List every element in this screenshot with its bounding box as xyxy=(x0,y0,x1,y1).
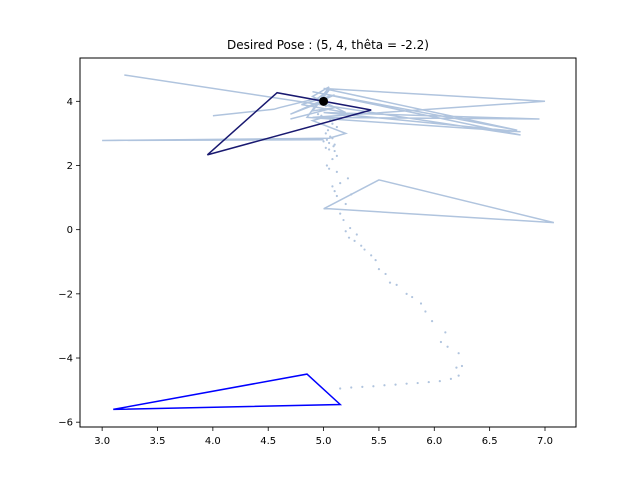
trail-point xyxy=(331,185,334,188)
trail-point xyxy=(335,170,338,174)
trail-point xyxy=(328,167,331,170)
trail-point xyxy=(439,340,443,344)
trail-point xyxy=(335,125,338,129)
x-tick-label: 6.5 xyxy=(482,436,498,447)
y-tick-label: −4 xyxy=(58,354,73,365)
trail-point xyxy=(333,190,336,193)
trail-point xyxy=(339,182,342,185)
trail-point xyxy=(411,295,414,299)
trail-point xyxy=(427,380,430,384)
trail-point xyxy=(374,259,377,262)
trail-point xyxy=(335,194,338,198)
x-tick-label: 5.0 xyxy=(316,436,332,447)
y-tick-label: −2 xyxy=(58,289,73,300)
trail-point xyxy=(333,143,336,146)
trail-point xyxy=(460,364,464,368)
trail-point xyxy=(377,268,381,271)
axes-frame xyxy=(79,57,577,428)
x-tick-label: 7.0 xyxy=(537,436,553,447)
trail-point xyxy=(395,283,398,286)
y-tick-label: 2 xyxy=(67,161,73,172)
trail-point xyxy=(322,140,325,143)
trail-point xyxy=(444,331,447,334)
trail-point xyxy=(449,377,452,380)
trail-point xyxy=(353,239,356,242)
x-tick-label: 5.5 xyxy=(371,436,387,447)
trail-point xyxy=(424,310,427,313)
y-tick-label: 0 xyxy=(67,225,73,236)
y-tick-label: −6 xyxy=(58,418,73,429)
trail-point xyxy=(316,113,320,116)
trail-point xyxy=(383,384,386,387)
x-tick-label: 3.0 xyxy=(94,436,110,447)
trail-point xyxy=(335,154,338,157)
trail-point xyxy=(405,292,408,295)
trail-point xyxy=(344,230,347,233)
trail-point xyxy=(394,383,397,386)
x-tick-label: 4.0 xyxy=(205,436,221,447)
axis-ticks: 3.0 3.5 4.0 4.5 5.0 5.5 6.0 6.5 7.0 −6 −4 −2 0 2 4 xyxy=(58,97,553,447)
trail-point xyxy=(457,352,460,355)
x-tick-label: 4.5 xyxy=(260,436,276,447)
trail-point xyxy=(328,141,331,145)
chart-title: Desired Pose : (5, 4, thêta = -2.2) xyxy=(227,38,429,52)
trail-point xyxy=(388,281,392,284)
final-pose-triangle xyxy=(206,91,372,156)
trail-point xyxy=(361,385,364,388)
trail-point xyxy=(455,366,458,369)
trail-point xyxy=(384,272,387,276)
trail-point xyxy=(339,212,342,215)
trail-point xyxy=(372,385,375,388)
trail-point xyxy=(332,145,335,148)
trail-point xyxy=(326,129,330,132)
trail-point xyxy=(405,382,408,385)
trail-point xyxy=(346,177,350,180)
trail-point xyxy=(342,218,345,222)
trail-line xyxy=(323,179,555,224)
x-tick-label: 6.0 xyxy=(426,436,442,447)
trail-line xyxy=(124,74,546,136)
trail-line xyxy=(212,89,335,120)
trail-line xyxy=(102,116,349,142)
trail-point xyxy=(333,149,336,153)
x-tick-label: 3.5 xyxy=(150,436,166,447)
trail-point xyxy=(344,202,347,206)
trail-point xyxy=(430,320,434,323)
plot-area xyxy=(102,74,555,411)
trail-point xyxy=(325,164,328,167)
trail-point xyxy=(446,345,449,348)
trail-point xyxy=(349,226,352,230)
trail-point xyxy=(331,122,334,125)
trail-point xyxy=(347,236,351,239)
trail-point xyxy=(339,387,342,390)
trail-point xyxy=(355,233,358,236)
target-point xyxy=(319,96,329,106)
trail-point xyxy=(457,374,460,377)
start-pose-triangle xyxy=(113,373,343,411)
trail-point xyxy=(324,132,327,135)
trail-point xyxy=(324,146,327,149)
trail-point xyxy=(350,386,353,389)
trail-point xyxy=(363,248,366,251)
trail-point xyxy=(370,254,373,257)
y-tick-label: 4 xyxy=(67,97,73,108)
trail-point xyxy=(331,157,334,161)
trail-point xyxy=(325,138,328,141)
trail-point xyxy=(416,381,419,385)
trail-point xyxy=(360,244,363,247)
trail-point xyxy=(438,380,441,383)
trail-point xyxy=(419,302,423,305)
trail-point xyxy=(328,148,331,151)
